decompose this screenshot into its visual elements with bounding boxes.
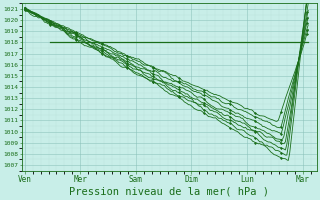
X-axis label: Pression niveau de la mer( hPa ): Pression niveau de la mer( hPa ) [69, 187, 269, 197]
